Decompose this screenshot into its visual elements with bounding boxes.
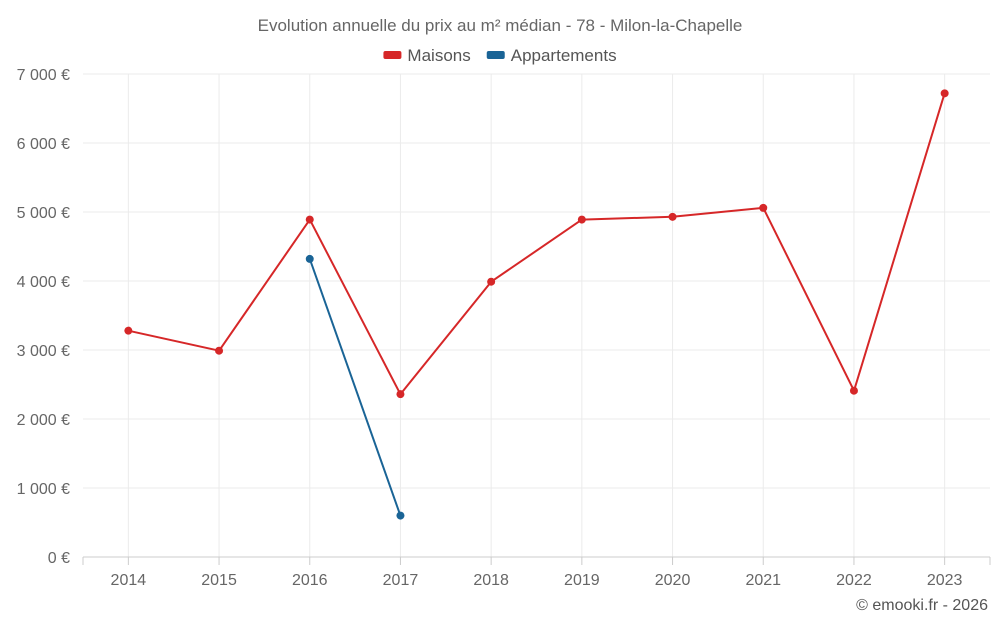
legend-label: Maisons [407,46,470,65]
data-point-maisons[interactable] [940,89,949,98]
x-tick-label: 2021 [745,572,781,589]
series-line-maisons [128,93,946,396]
series-layer [124,89,949,520]
x-tick-label: 2015 [201,572,237,589]
legend-swatch [486,51,505,59]
y-tick-label: 5 000 € [17,205,70,222]
data-point-maisons[interactable] [305,215,314,224]
x-tick-label: 2022 [836,572,872,589]
x-tick-label: 2023 [927,572,963,589]
data-point-appartements[interactable] [305,254,314,263]
data-point-maisons[interactable] [215,346,224,355]
y-tick-label: 1 000 € [17,481,70,498]
y-tick-label: 4 000 € [17,274,70,291]
x-tick-label: 2020 [655,572,691,589]
chart-title: Evolution annuelle du prix au m² médian … [258,16,743,35]
data-point-maisons[interactable] [487,277,496,286]
legend-item-maisons[interactable]: Maisons [383,46,471,65]
data-point-maisons[interactable] [577,215,586,224]
axes: 0 € 1 000 € 2 000 € 3 000 € 4 000 € 5 000 € 6 … [17,67,991,589]
series-line-appartements [308,258,402,516]
legend[interactable]: Maisons Appartements [383,46,617,65]
x-tick-label: 2016 [292,572,328,589]
data-point-maisons[interactable] [668,212,677,221]
copyright-credit: © emooki.fr - 2026 [856,597,988,614]
x-tick-label: 2014 [111,572,147,589]
legend-swatch [383,51,402,59]
data-point-maisons[interactable] [396,390,405,399]
data-point-appartements[interactable] [396,511,405,520]
y-tick-label: 3 000 € [17,343,70,360]
data-point-maisons[interactable] [124,326,133,335]
y-tick-label: 7 000 € [17,67,70,84]
legend-label: Appartements [511,46,617,65]
grid [83,73,990,558]
y-tick-label: 6 000 € [17,136,70,153]
x-tick-label: 2017 [383,572,419,589]
y-tick-label: 0 € [48,550,70,567]
x-tick-label: 2019 [564,572,600,589]
legend-item-appartements[interactable]: Appartements [486,46,617,65]
y-tick-label: 2 000 € [17,412,70,429]
data-point-maisons[interactable] [849,386,858,395]
data-point-maisons[interactable] [759,203,768,212]
x-tick-label: 2018 [473,572,509,589]
